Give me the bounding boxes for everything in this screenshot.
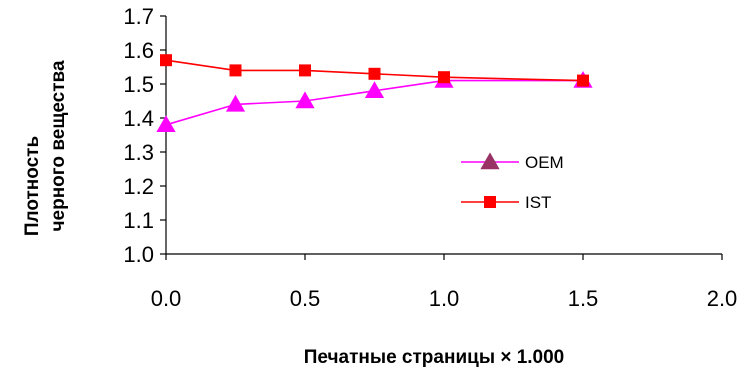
x-tick-label: 1.5 [568, 286, 599, 311]
y-tick-label: 1.1 [123, 208, 154, 233]
data-point-oem [156, 115, 176, 132]
legend-marker-ist [484, 196, 496, 208]
y-axis-title-line-2: черного вещества [48, 60, 69, 231]
data-point-ist [160, 54, 172, 67]
series-line-ist [165, 59, 584, 82]
legend-label-oem: OEM [525, 153, 564, 172]
series-layer [156, 54, 593, 132]
data-point-oem [364, 81, 385, 98]
y-tick-label: 1.3 [123, 140, 154, 165]
legend-marker-oem [480, 152, 500, 170]
y-tick-label: 1.6 [123, 38, 154, 63]
data-point-oem [295, 91, 315, 109]
series-line-oem [165, 79, 583, 126]
series-ist [160, 54, 589, 87]
x-tick-label: 1.0 [429, 286, 460, 311]
legend-item-ist: IST [461, 193, 551, 212]
data-point-ist [438, 71, 450, 84]
x-tick-label: 0.0 [151, 286, 182, 311]
data-point-ist [577, 74, 589, 87]
x-tick-label: 2.0 [707, 286, 738, 311]
legend-item-oem: OEM [461, 152, 564, 172]
series-oem [156, 71, 593, 132]
data-point-ist [299, 64, 311, 77]
data-point-ist [229, 64, 242, 77]
x-axis-title: Печатные страницы × 1.000 [304, 347, 565, 368]
y-tick-label: 1.7 [123, 4, 154, 29]
y-tick-label: 1.5 [123, 72, 154, 97]
y-tick-label: 1.4 [123, 106, 154, 131]
y-tick-label: 1.2 [123, 174, 154, 199]
y-axis-title-line-1: Плотность [22, 136, 43, 236]
legend-label-ist: IST [525, 193, 551, 212]
data-point-oem [225, 94, 246, 112]
y-tick-label: 1.0 [123, 242, 154, 267]
x-axis-ticks: 0.0 0.5 1.0 1.5 2.0 [151, 254, 738, 311]
axes [165, 16, 722, 255]
x-tick-label: 0.5 [290, 286, 321, 311]
legend: OEM IST [461, 152, 564, 212]
y-axis-ticks: 1.7 1.6 1.5 1.4 1.3 1.2 1.1 1.0 [123, 4, 166, 267]
data-point-ist [368, 67, 381, 80]
